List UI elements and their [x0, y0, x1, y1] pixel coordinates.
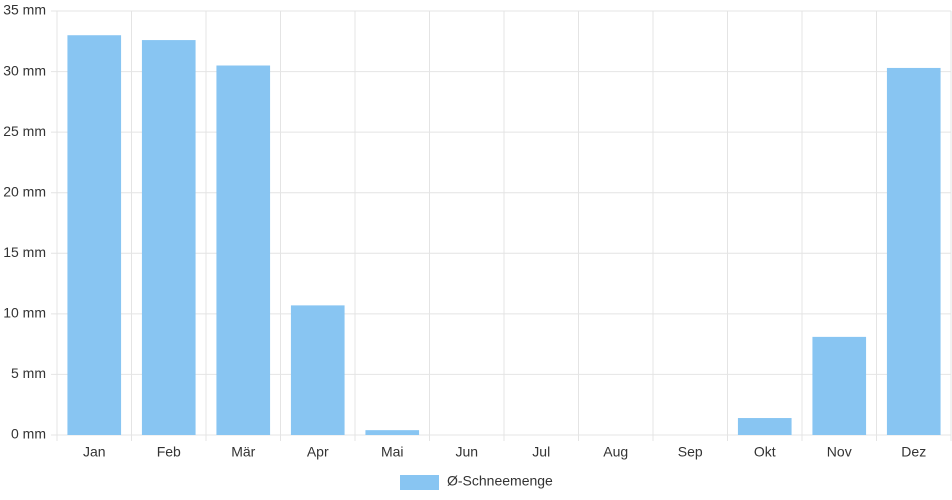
x-tick-label: Nov [827, 444, 852, 460]
y-tick-label: 30 mm [3, 62, 46, 78]
x-tick-label: Dez [901, 444, 926, 460]
x-tick-label: Aug [603, 444, 628, 460]
bar [812, 336, 867, 435]
x-tick-label: Jan [83, 444, 106, 460]
x-tick-label: Feb [157, 444, 181, 460]
y-tick-label: 0 mm [11, 426, 46, 442]
bar [737, 418, 792, 435]
x-tick-label: Jul [532, 444, 550, 460]
bar [290, 305, 345, 435]
y-tick-label: 20 mm [3, 183, 46, 199]
x-tick-label: Sep [678, 444, 703, 460]
bar [365, 430, 420, 435]
bar [67, 35, 122, 435]
x-tick-label: Apr [307, 444, 329, 460]
y-tick-label: 10 mm [3, 305, 46, 321]
x-tick-label: Mär [231, 444, 255, 460]
x-tick-label: Jun [455, 444, 478, 460]
legend-label: Ø-Schneemenge [447, 473, 553, 489]
legend-swatch [400, 475, 439, 490]
y-tick-label: 35 mm [3, 2, 46, 18]
y-tick-label: 15 mm [3, 244, 46, 260]
bar [216, 65, 271, 435]
x-tick-label: Okt [754, 444, 776, 460]
y-tick-label: 25 mm [3, 123, 46, 139]
x-tick-label: Mai [381, 444, 404, 460]
bar [141, 40, 196, 436]
bar [886, 67, 941, 436]
y-tick-label: 5 mm [11, 365, 46, 381]
